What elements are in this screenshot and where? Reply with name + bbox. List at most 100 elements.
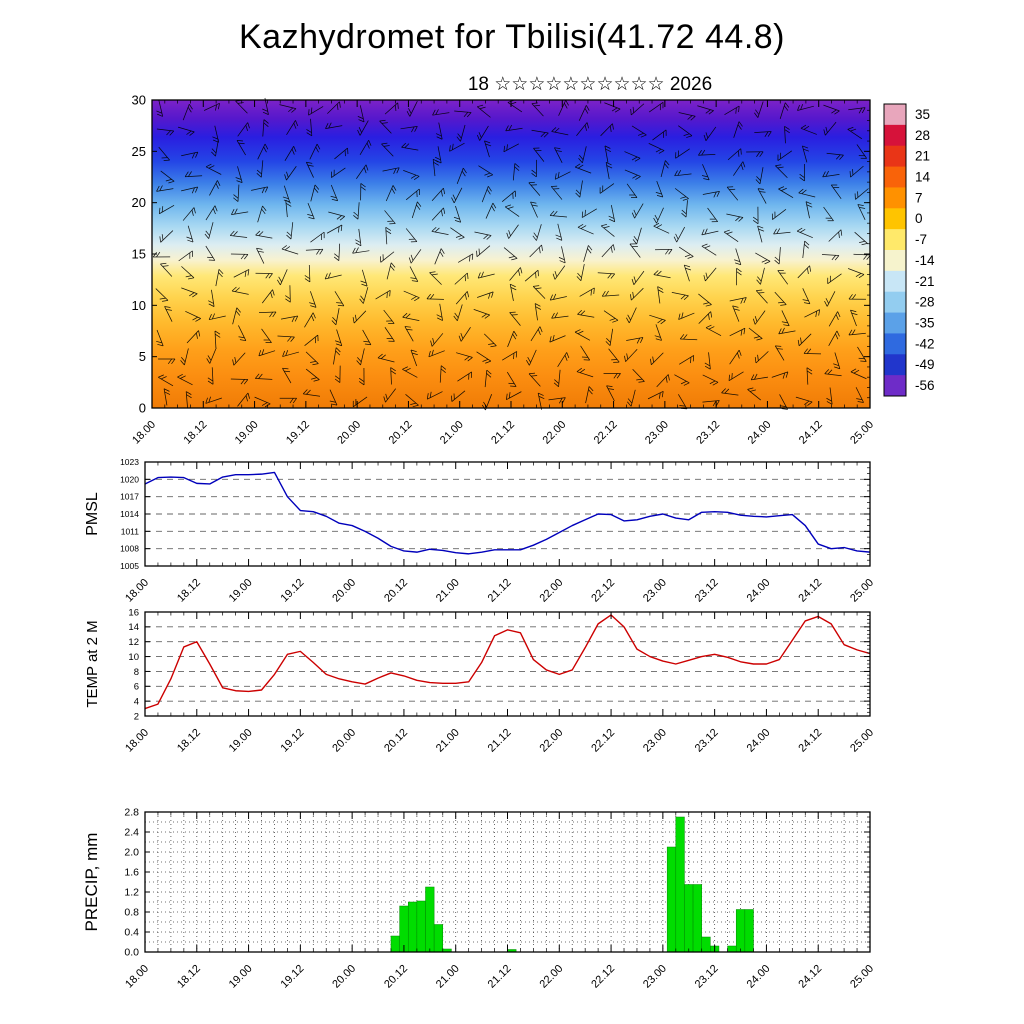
y-tick-label: 4 bbox=[134, 696, 139, 707]
time-tick-label: 23.00 bbox=[641, 727, 669, 755]
colorbar-segment bbox=[884, 354, 906, 376]
y-tick-label: 25 bbox=[132, 144, 146, 159]
time-tick-label: 21.00 bbox=[434, 577, 462, 605]
time-tick-label: 24.12 bbox=[797, 419, 825, 447]
colorbar-label: -56 bbox=[915, 378, 935, 393]
precip-bar bbox=[407, 901, 418, 953]
time-tick-label: 23.12 bbox=[693, 727, 721, 755]
panel-ylabel: PMSL bbox=[84, 492, 101, 536]
colorbar-label: 21 bbox=[915, 149, 930, 164]
colorbar-label: -28 bbox=[915, 295, 935, 310]
colorbar-segment bbox=[884, 124, 906, 147]
time-tick-label: 18.12 bbox=[175, 727, 203, 755]
colorbar-label: -49 bbox=[915, 357, 935, 372]
time-tick-label: 22.12 bbox=[592, 419, 620, 447]
y-tick-label: 16 bbox=[128, 607, 139, 618]
time-tick-label: 20.00 bbox=[330, 727, 358, 755]
colorbar-label: 0 bbox=[915, 211, 923, 226]
time-tick-label: 22.12 bbox=[589, 727, 617, 755]
y-tick-label: 2.4 bbox=[124, 827, 139, 839]
precip-bar bbox=[666, 846, 677, 953]
time-tick-label: 22.00 bbox=[540, 419, 568, 447]
precip-bar bbox=[727, 945, 737, 953]
y-tick-label: 2 bbox=[134, 711, 139, 722]
y-tick-label: 1020 bbox=[120, 474, 139, 484]
time-tick-label: 21.00 bbox=[438, 419, 466, 447]
y-tick-label: 1005 bbox=[120, 561, 139, 571]
precip-bar bbox=[701, 936, 711, 953]
y-tick-label: 2.0 bbox=[124, 847, 139, 859]
y-tick-label: 10 bbox=[128, 652, 139, 663]
time-tick-label: 19.00 bbox=[227, 577, 255, 605]
y-tick-label: 1008 bbox=[120, 544, 139, 554]
precip-bar bbox=[735, 909, 746, 953]
y-tick-label: 6 bbox=[134, 682, 139, 693]
time-tick-label: 18.00 bbox=[123, 727, 151, 755]
colorbar-label: 35 bbox=[915, 107, 930, 122]
colorbar-segment bbox=[884, 187, 906, 209]
colorbar-segment bbox=[884, 229, 906, 251]
y-tick-label: 2.8 bbox=[124, 807, 139, 819]
colorbar-segment bbox=[884, 312, 906, 334]
colorbar-label: 28 bbox=[915, 128, 930, 143]
precip-bar bbox=[692, 884, 702, 953]
cross-section-panel: 18.00 18.12 19.00 19.12 20.00 20.12 21.00 21.12… bbox=[130, 93, 935, 447]
precip-bar bbox=[390, 935, 400, 953]
time-tick-label: 23.00 bbox=[641, 963, 669, 991]
precip-bar bbox=[416, 900, 426, 953]
temperature-field bbox=[152, 100, 870, 408]
colorbar-label: -35 bbox=[915, 316, 935, 331]
y-tick-label: 30 bbox=[132, 93, 146, 108]
time-tick-label: 20.12 bbox=[382, 963, 410, 991]
wind-barbs bbox=[152, 97, 871, 411]
y-tick-label: 1011 bbox=[121, 526, 140, 536]
time-tick-label: 21.12 bbox=[486, 727, 514, 755]
y-tick-label: 1023 bbox=[120, 457, 139, 467]
time-tick-label: 22.00 bbox=[537, 963, 565, 991]
time-tick-label: 21.12 bbox=[486, 963, 514, 991]
time-tick-label: 20.12 bbox=[382, 577, 410, 605]
y-tick-label: 0 bbox=[139, 401, 146, 416]
time-tick-label: 23.12 bbox=[694, 419, 722, 447]
time-tick-label: 25.00 bbox=[848, 577, 876, 605]
panel-ylabel: PRECIP, mm bbox=[82, 833, 101, 932]
time-tick-label: 25.00 bbox=[848, 419, 876, 447]
y-tick-label: 0.8 bbox=[124, 907, 139, 919]
y-tick-label: 0.4 bbox=[124, 927, 139, 939]
time-tick-label: 19.12 bbox=[279, 577, 307, 605]
time-tick-label: 18.00 bbox=[123, 577, 151, 605]
time-tick-label: 18.12 bbox=[181, 419, 209, 447]
time-tick-label: 21.12 bbox=[489, 419, 517, 447]
colorbar-segment bbox=[884, 291, 906, 314]
precip-bar bbox=[744, 909, 754, 953]
time-tick-label: 18.12 bbox=[175, 577, 203, 605]
time-tick-label: 22.12 bbox=[589, 963, 617, 991]
time-tick-label: 22.00 bbox=[537, 727, 565, 755]
colorbar-label: 7 bbox=[915, 190, 923, 205]
time-tick-label: 23.12 bbox=[693, 577, 721, 605]
colorbar-segment bbox=[884, 333, 906, 355]
time-tick-label: 23.00 bbox=[641, 577, 669, 605]
colorbar-segment bbox=[884, 166, 906, 188]
colorbar-frame bbox=[883, 103, 907, 397]
time-tick-label: 24.00 bbox=[745, 963, 773, 991]
dashed-grid bbox=[145, 478, 870, 550]
time-tick-label: 24.00 bbox=[745, 577, 773, 605]
time-tick-label: 19.12 bbox=[279, 727, 307, 755]
pmsl-line bbox=[144, 471, 871, 555]
panel-ylabel: TEMP at 2 M bbox=[84, 620, 101, 707]
date-subtitle: 18 ☆☆☆☆☆☆☆☆☆☆ 2026 bbox=[467, 74, 713, 95]
colorbar-label: -42 bbox=[915, 336, 935, 351]
time-tick-label: 25.00 bbox=[848, 727, 876, 755]
colorbar: 35 28 21 14 7 0 -7 -14 -21 -28 -35 -42 -49 -56 bbox=[883, 103, 935, 397]
time-tick-label: 19.00 bbox=[233, 419, 261, 447]
page-title: Kazhydromet for Tbilisi(41.72 44.8) bbox=[238, 18, 785, 56]
precip-bar bbox=[675, 816, 685, 953]
time-tick-label: 20.12 bbox=[382, 727, 410, 755]
time-tick-label: 19.12 bbox=[279, 963, 307, 991]
time-tick-label: 20.12 bbox=[387, 419, 415, 447]
time-tick-label: 21.00 bbox=[434, 963, 462, 991]
time-tick-label: 24.00 bbox=[746, 419, 774, 447]
colorbar-label: -14 bbox=[915, 253, 935, 268]
